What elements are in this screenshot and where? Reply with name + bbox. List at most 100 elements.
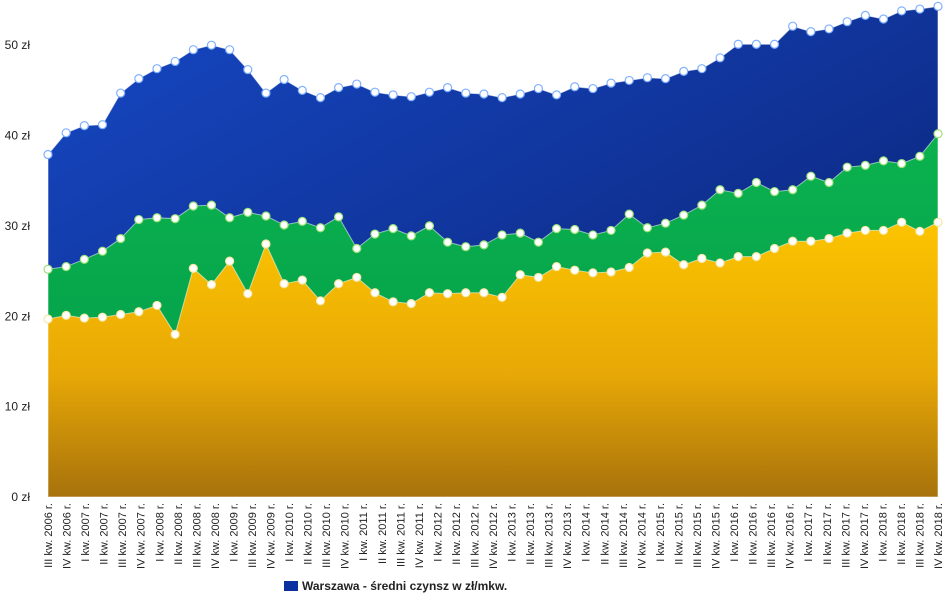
x-tick-label: III kw. 2008 r. <box>191 503 203 568</box>
marker-series-3 <box>679 260 689 270</box>
marker-series-3 <box>551 261 562 272</box>
x-tick-label: I kw. 2014 r. <box>581 503 593 562</box>
legend-label: Warszawa - średni czynsz w zł/mkw. <box>302 579 507 593</box>
marker-series-2 <box>297 216 307 226</box>
x-tick-label: I kw. 2013 r. <box>507 503 519 562</box>
legend-swatch <box>284 581 298 591</box>
x-tick-label: III kw. 2016 r. <box>766 503 778 568</box>
marker-series-2 <box>551 224 562 234</box>
x-tick-label: II kw. 2007 r. <box>99 503 111 565</box>
marker-series-3 <box>824 233 834 244</box>
marker-series-2 <box>43 264 53 274</box>
marker-warszawa <box>297 85 307 95</box>
x-tick-label: III kw. 2009 r. <box>247 503 259 568</box>
y-tick-label: 20 zł <box>5 309 31 323</box>
marker-series-2 <box>79 254 89 264</box>
x-tick-label: III kw. 2018 r. <box>914 503 926 568</box>
marker-series-3 <box>61 310 71 320</box>
marker-series-2 <box>606 225 616 236</box>
marker-series-3 <box>570 265 580 275</box>
marker-warszawa <box>206 40 217 50</box>
marker-series-3 <box>624 262 634 273</box>
marker-series-3 <box>769 243 780 254</box>
x-tick-label: II kw. 2013 r. <box>525 503 537 565</box>
marker-warszawa <box>624 75 634 86</box>
marker-warszawa <box>733 39 743 49</box>
x-tick-label: I kw. 2016 r. <box>729 503 741 562</box>
marker-warszawa <box>406 92 416 102</box>
marker-series-3 <box>442 289 453 299</box>
x-tick-label: IV kw. 2007 r. <box>136 503 148 569</box>
x-tick-label: I kw. 2015 r. <box>655 503 667 562</box>
marker-series-3 <box>206 280 217 290</box>
marker-warszawa <box>769 39 780 49</box>
marker-series-2 <box>660 218 671 228</box>
marker-series-2 <box>878 156 889 166</box>
marker-warszawa <box>679 66 689 76</box>
marker-warszawa <box>751 39 761 49</box>
marker-warszawa <box>315 92 326 103</box>
marker-warszawa <box>134 74 144 84</box>
x-tick-label: IV kw. 2018 r. <box>933 503 945 569</box>
x-tick-label: II kw. 2018 r. <box>896 503 908 565</box>
x-tick-label: III kw. 2011 r. <box>395 503 407 567</box>
x-tick-label: I kw. 2011 r. <box>358 503 370 561</box>
marker-warszawa <box>388 90 398 100</box>
x-tick-label: II kw. 2015 r. <box>673 503 685 565</box>
x-tick-label: III kw. 2013 r. <box>544 503 556 568</box>
marker-warszawa <box>897 6 907 16</box>
marker-series-3 <box>406 299 416 309</box>
x-tick-label: IV kw. 2010 r. <box>340 503 352 569</box>
marker-series-3 <box>751 252 761 262</box>
marker-series-3 <box>606 267 616 277</box>
y-tick-label: 30 zł <box>5 219 31 233</box>
marker-warszawa <box>79 121 89 131</box>
marker-warszawa <box>660 74 671 84</box>
marker-warszawa <box>642 73 652 83</box>
marker-series-2 <box>170 214 180 224</box>
marker-warszawa <box>933 1 943 11</box>
x-tick-label: I kw. 2010 r. <box>284 503 296 562</box>
marker-series-3 <box>424 288 435 298</box>
x-tick-label: IV kw. 2017 r. <box>859 503 871 569</box>
y-tick-label: 10 zł <box>5 400 31 414</box>
x-tick-label: III kw. 2010 r. <box>321 503 333 568</box>
marker-series-2 <box>733 188 743 198</box>
marker-series-2 <box>806 171 816 181</box>
marker-series-2 <box>915 151 925 161</box>
marker-series-3 <box>642 248 652 258</box>
marker-series-3 <box>660 247 671 257</box>
marker-series-2 <box>479 240 489 250</box>
marker-series-3 <box>715 258 725 268</box>
marker-series-2 <box>515 228 525 238</box>
x-tick-label: IV kw. 2015 r. <box>711 503 723 569</box>
marker-series-3 <box>388 297 398 307</box>
marker-series-3 <box>733 252 743 262</box>
marker-series-2 <box>188 201 198 211</box>
marker-warszawa <box>243 64 253 75</box>
marker-series-2 <box>570 224 580 235</box>
marker-warszawa <box>533 83 544 94</box>
marker-series-3 <box>297 275 307 285</box>
marker-series-3 <box>188 263 198 273</box>
marker-warszawa <box>588 83 598 94</box>
marker-series-3 <box>860 225 870 236</box>
marker-warszawa <box>225 45 235 55</box>
marker-series-3 <box>933 217 943 227</box>
marker-warszawa <box>461 88 471 98</box>
marker-series-2 <box>61 261 71 272</box>
marker-warszawa <box>43 149 53 160</box>
marker-series-2 <box>261 211 271 221</box>
marker-warszawa <box>424 87 435 97</box>
marker-series-3 <box>515 270 525 280</box>
marker-warszawa <box>842 17 852 27</box>
marker-series-2 <box>116 233 126 244</box>
x-tick-label: IV kw. 2012 r. <box>488 503 500 569</box>
marker-series-2 <box>751 177 761 188</box>
x-tick-label: IV kw. 2013 r. <box>562 503 574 569</box>
marker-warszawa <box>515 89 525 99</box>
x-tick-label: II kw. 2017 r. <box>822 503 834 565</box>
marker-warszawa <box>551 90 562 100</box>
